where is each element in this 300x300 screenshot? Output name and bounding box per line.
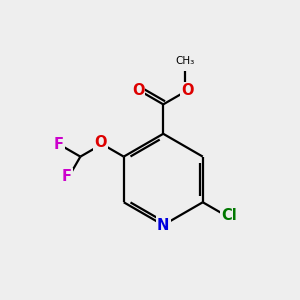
- Text: F: F: [62, 169, 72, 184]
- Text: O: O: [94, 135, 107, 150]
- Text: F: F: [54, 137, 64, 152]
- Text: O: O: [182, 83, 194, 98]
- Text: Cl: Cl: [221, 208, 237, 223]
- Text: N: N: [157, 218, 170, 232]
- Text: CH₃: CH₃: [175, 56, 194, 66]
- Text: O: O: [132, 83, 144, 98]
